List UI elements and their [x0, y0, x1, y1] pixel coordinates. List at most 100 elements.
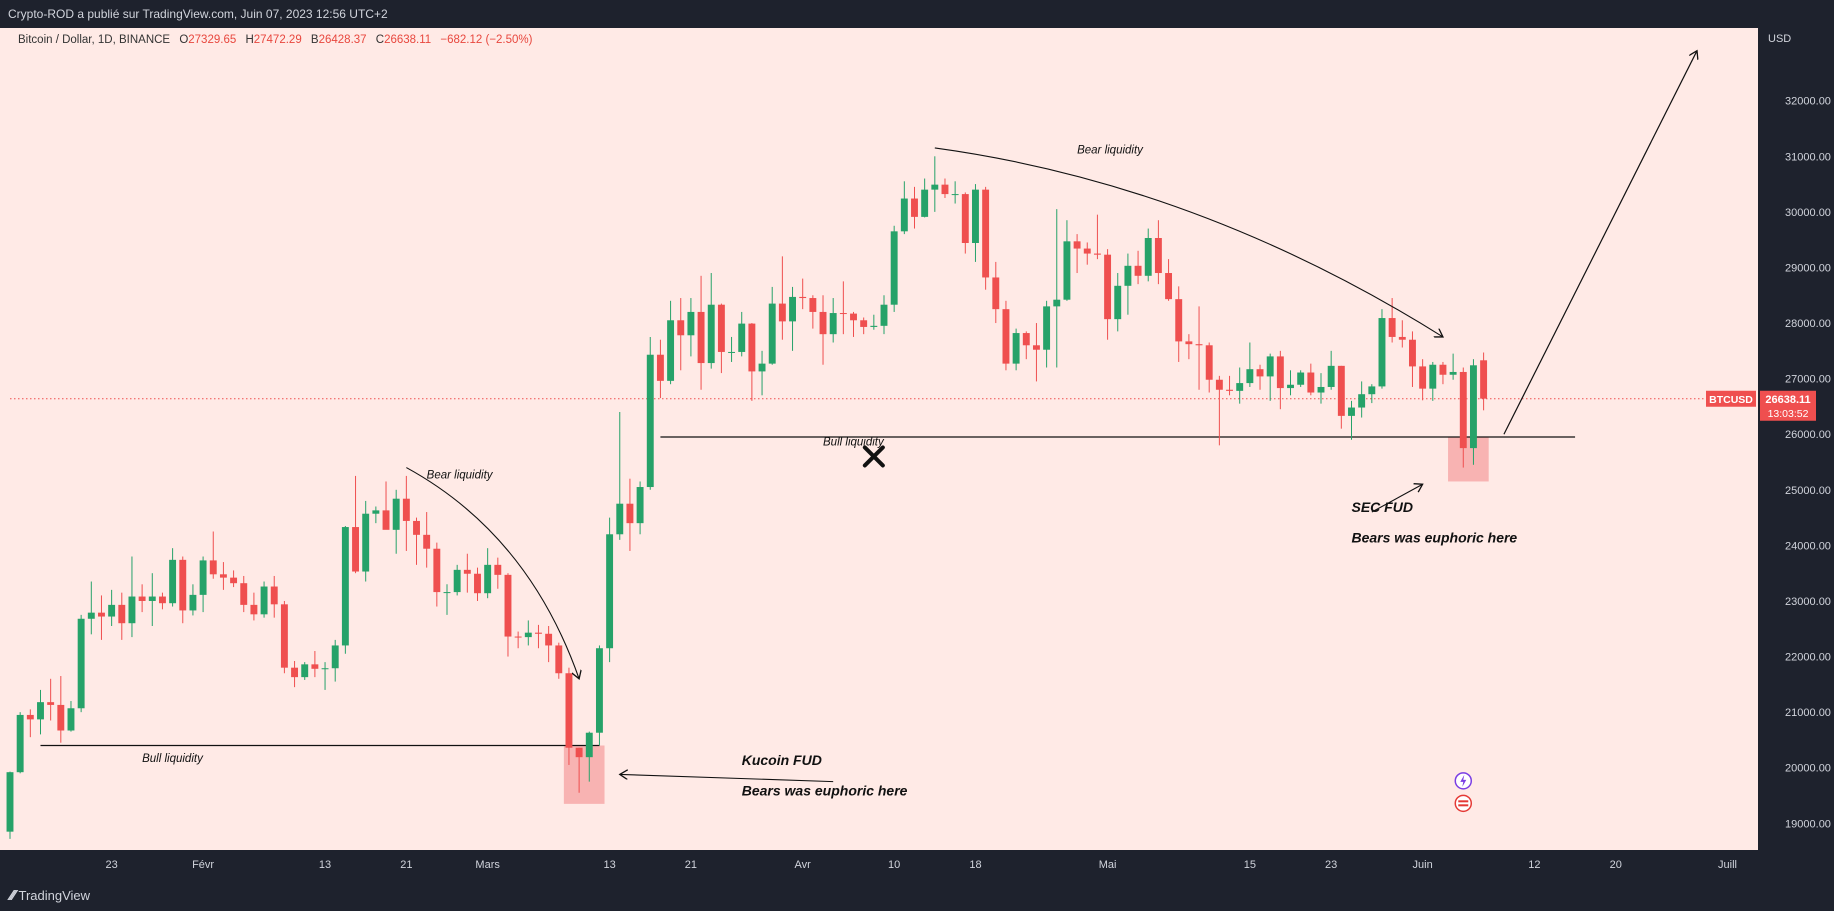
x-tick-label: Juin: [1413, 859, 1433, 871]
last-price-tag-bg: [1760, 390, 1816, 421]
candle-body: [778, 303, 786, 322]
candle-body: [1480, 360, 1488, 399]
candle-body: [819, 311, 827, 335]
candle-body: [189, 594, 197, 611]
candle-body: [1124, 265, 1132, 286]
candle-body: [1266, 356, 1274, 377]
candle-body: [1165, 273, 1173, 300]
candle-body: [260, 586, 268, 615]
flag-stripe: [1458, 804, 1469, 807]
high-label: H: [245, 34, 254, 46]
candle-body: [118, 604, 126, 624]
candle-body: [1337, 365, 1345, 416]
candle-body: [341, 527, 349, 646]
candle-body: [707, 304, 715, 364]
ohlc-legend: Bitcoin / Dollar, 1D, BINANCE O27329.65 …: [18, 34, 532, 46]
annotation-text: Bull liquidity: [142, 753, 204, 765]
candle-body: [1226, 389, 1233, 391]
candle-body: [1043, 306, 1051, 350]
candle-body: [911, 198, 918, 217]
candle-body: [789, 296, 796, 322]
highlight-box: [1448, 437, 1489, 482]
candle-body: [768, 303, 776, 364]
candle-body: [1114, 285, 1122, 320]
candle-body: [524, 632, 532, 638]
candle-body: [230, 577, 238, 584]
candle-body: [535, 632, 542, 634]
candle-body: [1439, 364, 1447, 375]
price-axis-bg: [1758, 28, 1834, 881]
candle-body: [1409, 339, 1416, 367]
candle-body: [1175, 299, 1183, 342]
highlight-box: [563, 745, 605, 804]
candle-body: [1469, 365, 1477, 449]
candle-body: [16, 714, 24, 773]
candle-body: [392, 498, 400, 530]
time-axis-bg: [0, 850, 1758, 881]
candle-body: [1378, 318, 1386, 387]
symbol-name: Bitcoin / Dollar, 1D, BINANCE: [18, 34, 171, 46]
candle-body: [992, 277, 1000, 310]
x-tick-label: 18: [969, 859, 981, 871]
candle-body: [1317, 386, 1325, 393]
annotation-text: Bull liquidity: [823, 436, 885, 448]
high-value: 27472.29: [253, 34, 302, 46]
close-value: 26638.11: [384, 34, 432, 46]
bear-liquidity-arrow: [406, 467, 579, 679]
candle-body: [199, 560, 207, 595]
candle-body: [240, 583, 248, 605]
last-price-label: 26638.11: [1765, 394, 1810, 406]
tradingview-logo[interactable]: ⁄⁄⁄ TradingView: [10, 881, 90, 911]
candle-body: [1327, 365, 1335, 387]
annotation-text: Bear liquidity: [1077, 145, 1144, 157]
candle-body: [1348, 407, 1355, 416]
candle-body: [1093, 253, 1101, 255]
candle-body: [616, 503, 624, 535]
y-tick-label: 24000.00: [1785, 540, 1831, 552]
candle-body: [717, 304, 725, 352]
x-tick-label: 23: [106, 859, 118, 871]
candle-body: [921, 189, 929, 217]
currency-label: USD: [1768, 33, 1791, 45]
x-mark-icon: [862, 445, 885, 468]
price-chart[interactable]: USD 19000.00 20000.00 21000.00 22000.00 23000…: [0, 28, 1834, 881]
candle-body: [860, 320, 868, 327]
candle-body: [1449, 371, 1457, 375]
countdown-label: 13:03:52: [1768, 408, 1809, 420]
flag-stripe: [1458, 800, 1469, 803]
annotation-text: SEC FUD: [1351, 499, 1412, 515]
candle-body: [850, 313, 857, 321]
candle-body: [1144, 238, 1152, 276]
candle-body: [1398, 336, 1406, 340]
candle-body: [402, 498, 410, 521]
candle-body: [1134, 265, 1142, 276]
candle-body: [961, 194, 969, 244]
bear-liquidity-arrow: [934, 147, 1443, 337]
candle-body: [1154, 238, 1162, 274]
y-tick-label: 27000.00: [1785, 374, 1831, 386]
candle-body: [108, 604, 116, 617]
candle-body: [26, 714, 34, 720]
candle-body: [555, 645, 563, 674]
candle-body: [1429, 364, 1437, 389]
candle-body: [1256, 369, 1264, 377]
candle-body: [67, 708, 75, 731]
candle-body: [829, 313, 837, 335]
pointer-arrow: [620, 774, 834, 783]
x-tick-label: 20: [1610, 859, 1622, 871]
candle-body: [931, 184, 939, 190]
candle-body: [301, 664, 309, 678]
candle-body: [1073, 241, 1081, 249]
lightning-icon: [1460, 774, 1467, 787]
candle-body: [463, 569, 471, 574]
candle-body: [352, 527, 359, 572]
x-tick-label: 13: [603, 859, 615, 871]
candle-body: [1104, 254, 1112, 320]
candle-body: [362, 513, 370, 572]
candle-body: [951, 194, 959, 196]
candle-body: [1083, 248, 1091, 254]
chart-area[interactable]: USD 19000.00 20000.00 21000.00 22000.00 23000…: [0, 28, 1834, 881]
candle-body: [321, 668, 329, 670]
footer-bar: ⁄⁄⁄ TradingView: [0, 881, 1834, 911]
candle-body: [880, 304, 888, 326]
